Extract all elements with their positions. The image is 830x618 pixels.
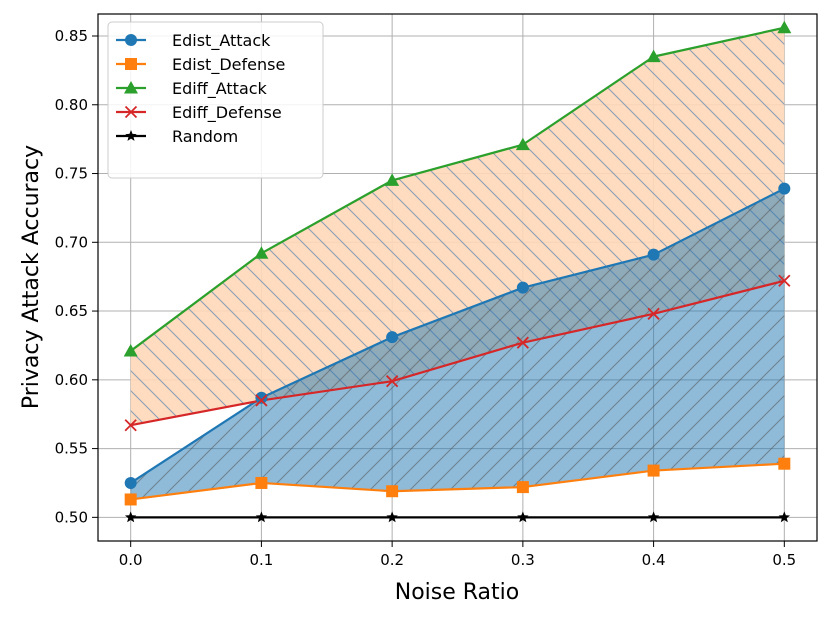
line-edist-attack [130, 187, 785, 484]
x-tick-label: 0.5 [772, 551, 796, 569]
point-ediff-defense [124, 419, 137, 432]
legend-marker [125, 130, 137, 141]
legend-item-random: Random [116, 127, 238, 146]
y-tick-label: 0.50 [55, 508, 88, 526]
x-axis-ticks: 0.0 0.1 0.2 0.3 0.4 0.5 [119, 541, 796, 569]
point-random [386, 511, 398, 523]
point-ediff-attack [385, 173, 400, 186]
point-random [255, 511, 268, 523]
legend-marker [124, 81, 138, 94]
y-tick-label: 0.70 [55, 233, 88, 251]
plot-frame [97, 13, 818, 542]
legend-marker [124, 105, 138, 119]
legend-marker [125, 58, 137, 70]
point-edist-defense [255, 476, 268, 489]
point-ediff-attack [254, 246, 269, 259]
y-axis-label: Privacy Attack Accuracy [19, 145, 44, 409]
legend-item-edist-attack: Edist_Attack [116, 31, 271, 51]
y-tick-label: 0.75 [55, 165, 88, 183]
y-tick-label: 0.80 [55, 96, 88, 114]
point-random [517, 511, 529, 523]
point-ediff-attack [646, 49, 661, 63]
point-ediff-attack [777, 20, 792, 34]
y-tick-label: 0.55 [55, 440, 88, 458]
x-axis-label: Noise Ratio [395, 580, 520, 605]
point-ediff-attack [123, 343, 138, 357]
point-edist-attack [778, 182, 791, 195]
legend-box [107, 21, 324, 179]
x-tick-label: 0.0 [119, 551, 143, 569]
point-ediff-defense [385, 375, 399, 388]
x-tick-label: 0.2 [380, 551, 404, 569]
line-ediff-attack [130, 26, 785, 352]
point-edist-defense [516, 481, 529, 494]
legend-item-ediff-defense: Ediff_Defense [116, 103, 282, 123]
x-tick-label: 0.3 [511, 551, 535, 569]
series-lines [130, 26, 785, 519]
legend-label: Ediff_Attack [172, 79, 268, 99]
point-edist-attack [255, 391, 268, 404]
point-ediff-defense [647, 307, 660, 320]
legend-label: Ediff_Defense [172, 103, 282, 123]
point-random [647, 511, 660, 523]
legend-marker [125, 34, 137, 46]
x-tick-label: 0.4 [642, 551, 666, 569]
point-edist-attack [516, 281, 529, 294]
legend-label: Edist_Defense [172, 55, 285, 75]
point-edist-attack [124, 476, 137, 489]
point-edist-defense [386, 485, 399, 498]
point-ediff-defense [516, 336, 530, 349]
fill-regions [130, 27, 785, 500]
legend-label: Edist_Attack [172, 31, 271, 51]
point-random [124, 511, 137, 523]
line-edist-defense [130, 462, 785, 501]
line-ediff-defense [130, 279, 785, 427]
point-edist-defense [778, 457, 791, 470]
x-tick-label: 0.1 [249, 551, 273, 569]
point-edist-attack [386, 331, 399, 344]
point-ediff-attack [515, 137, 530, 151]
point-edist-defense [647, 464, 660, 477]
y-tick-label: 0.60 [55, 371, 88, 389]
hatch-edist-attack [130, 188, 785, 500]
y-tick-label: 0.65 [55, 302, 88, 320]
point-ediff-defense [778, 274, 791, 287]
legend-item-ediff-attack: Ediff_Attack [116, 79, 268, 99]
point-edist-defense [124, 493, 137, 506]
y-axis-ticks: 0.50 0.55 0.60 0.65 0.70 0.75 0.80 0.85 [55, 27, 98, 526]
y-tick-label: 0.85 [55, 27, 88, 45]
point-edist-attack [647, 248, 660, 261]
point-random [778, 511, 791, 523]
legend: Edist_Attack Edist_Defense Ediff_Attack Edi… [107, 21, 324, 179]
series-markers [123, 20, 792, 523]
legend-item-edist-defense: Edist_Defense [116, 55, 285, 75]
point-ediff-defense [255, 394, 268, 407]
hatch-ediff-attack [130, 27, 785, 426]
legend-label: Random [172, 127, 238, 146]
